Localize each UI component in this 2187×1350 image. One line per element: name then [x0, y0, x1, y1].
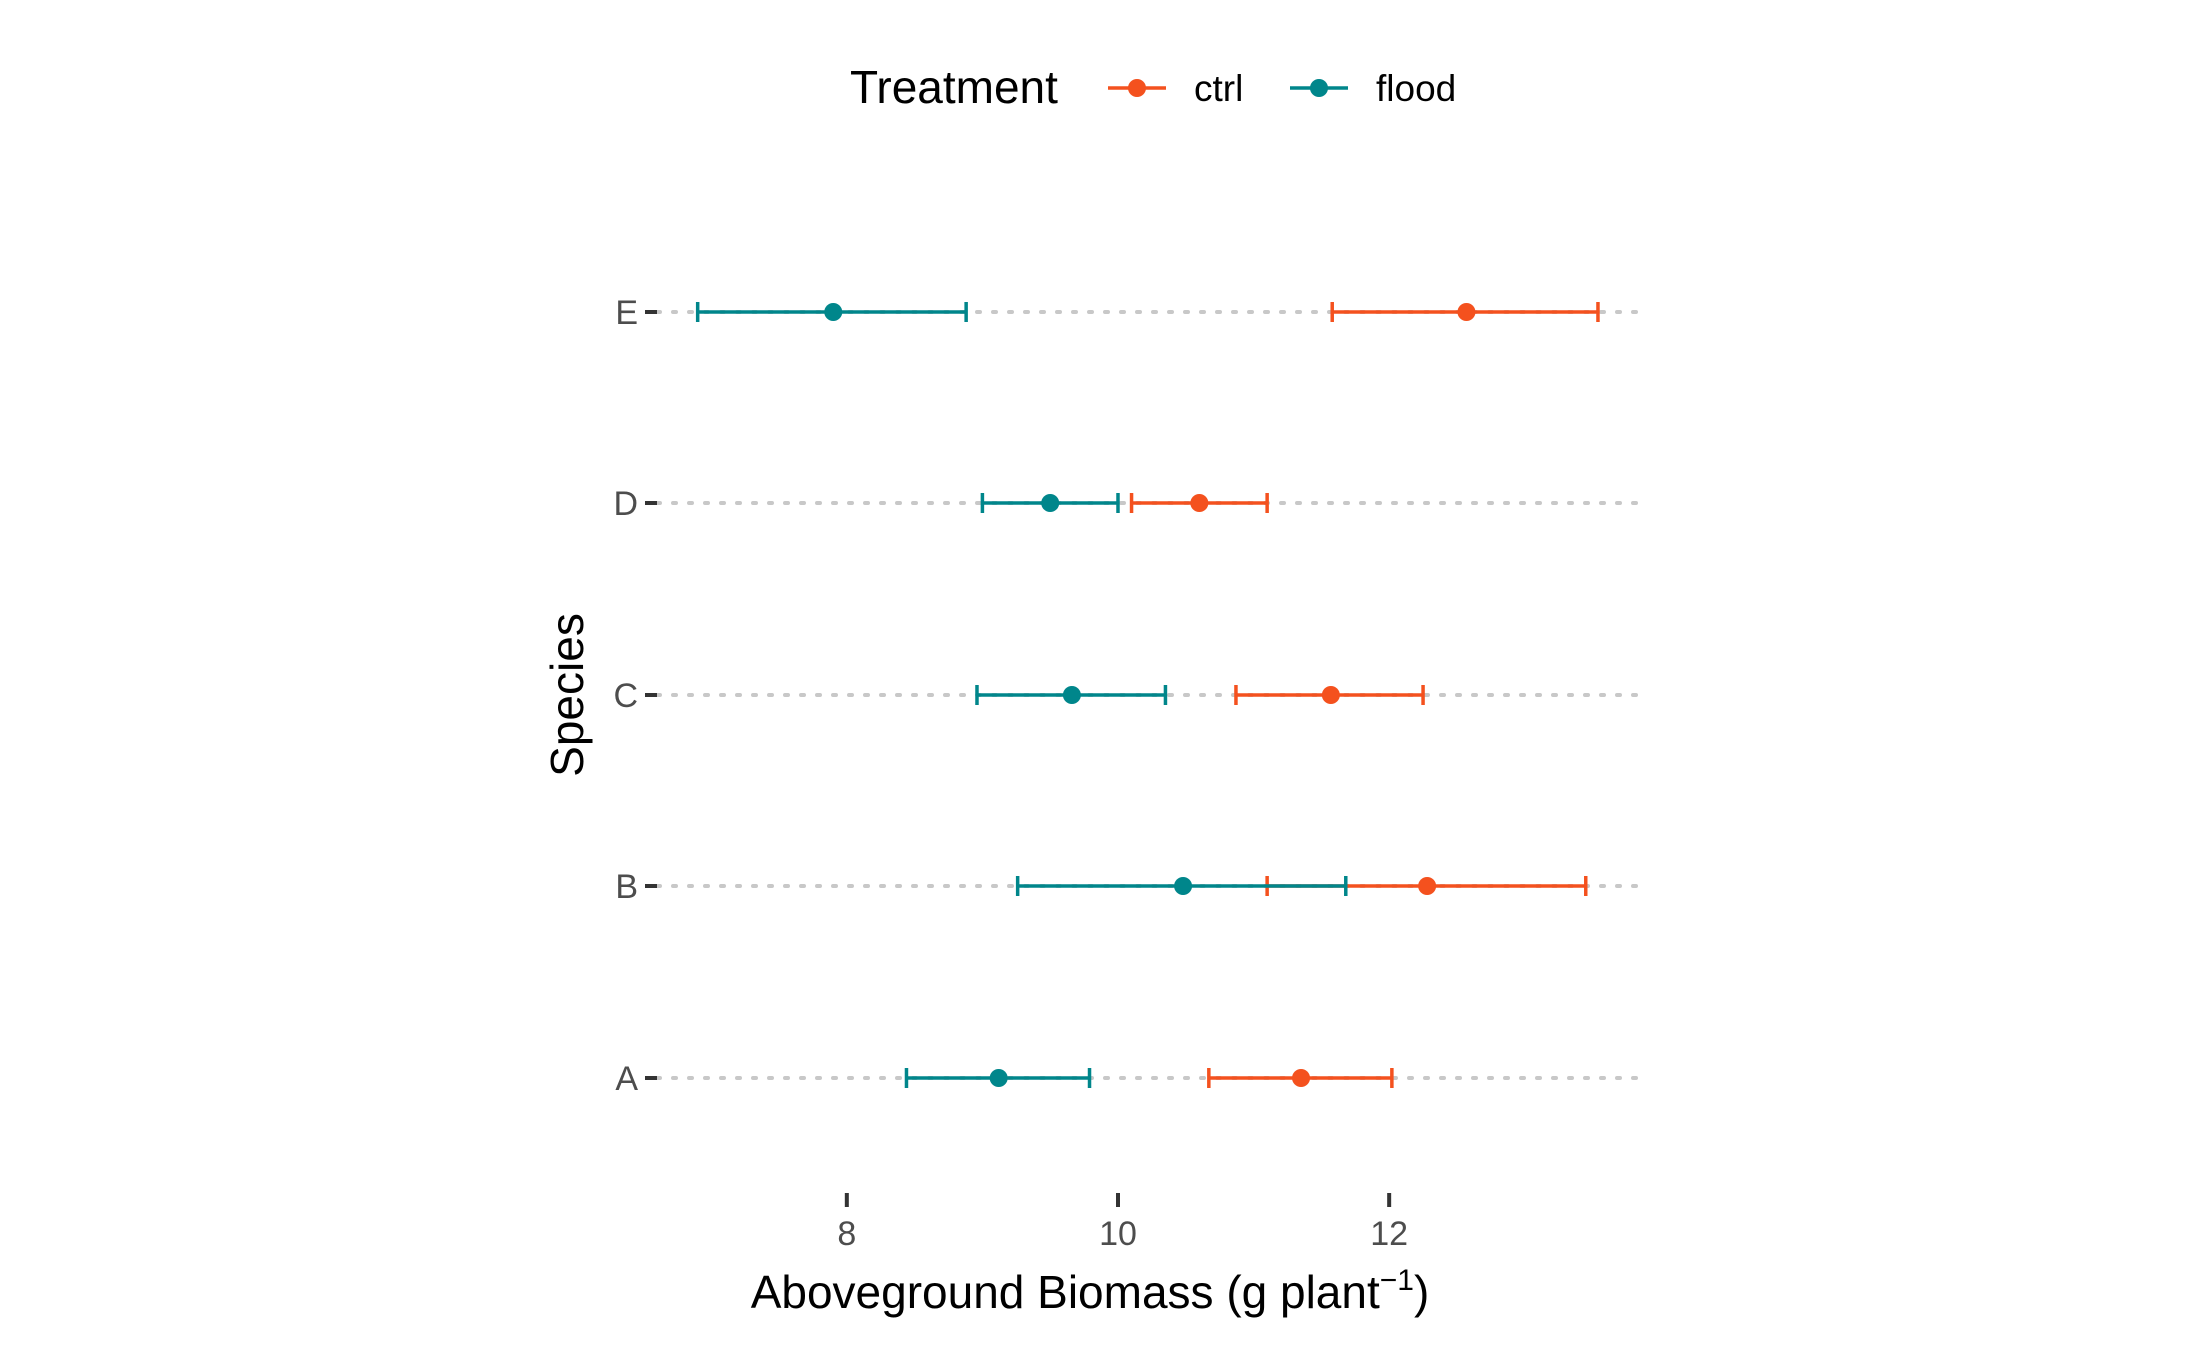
legend-key-point-ctrl: [1128, 79, 1146, 97]
legend-item-ctrl: ctrl: [1108, 68, 1243, 109]
legend-label-ctrl: ctrl: [1194, 68, 1243, 109]
x-tick-label-10: 10: [1099, 1215, 1137, 1253]
point-ctrl-b: [1418, 877, 1437, 895]
point-flood-a: [989, 1069, 1008, 1087]
y-axis-title: Species: [541, 613, 593, 777]
point-flood-d: [1041, 494, 1060, 512]
series-ctrl: [1129, 302, 1600, 1088]
y-tick-label-a: A: [615, 1060, 638, 1098]
x-tick-label-8: 8: [837, 1215, 856, 1253]
legend-key-point-flood: [1310, 79, 1328, 97]
point-ctrl-c: [1321, 686, 1340, 704]
y-axis: A B C D E: [613, 294, 657, 1098]
y-tick-label-e: E: [615, 294, 638, 332]
x-tick-label-12: 12: [1370, 1215, 1408, 1253]
legend: Treatment ctrl flood: [850, 61, 1456, 113]
y-tick-label-b: B: [615, 868, 638, 906]
x-axis: 8 10 12: [837, 1193, 1408, 1253]
point-ctrl-d: [1190, 494, 1209, 512]
legend-label-flood: flood: [1376, 68, 1456, 109]
y-tick-label-d: D: [613, 485, 638, 523]
point-flood-b: [1174, 877, 1193, 895]
point-flood-c: [1062, 686, 1081, 704]
point-flood-e: [824, 303, 843, 321]
point-ctrl-e: [1457, 303, 1476, 321]
series-layer: [695, 302, 1600, 1088]
legend-title: Treatment: [850, 61, 1058, 113]
y-tick-label-c: C: [613, 677, 638, 715]
series-flood: [695, 302, 1348, 1088]
legend-item-flood: flood: [1290, 68, 1456, 109]
point-ctrl-a: [1292, 1069, 1311, 1087]
x-axis-title: Aboveground Biomass (g plant−1): [751, 1264, 1430, 1318]
